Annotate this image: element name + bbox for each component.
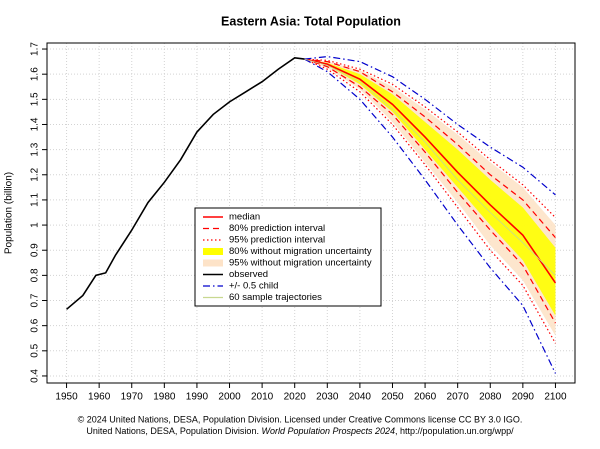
legend-label: 95% prediction interval (229, 235, 325, 246)
y-tick-label: 1.5 (30, 92, 41, 106)
x-tick-label: 2030 (316, 392, 339, 403)
plot-frame (46, 42, 576, 384)
y-tick-label: 0.6 (30, 318, 41, 332)
y-tick-label: 0.8 (30, 268, 41, 282)
y-tick-label: 0.7 (30, 293, 41, 307)
x-tick-label: 2050 (381, 392, 404, 403)
x-tick-label: 2080 (479, 392, 502, 403)
legend-label: 80% without migration uncertainty (229, 246, 372, 257)
x-tick-label: 1990 (186, 392, 209, 403)
legend-box (194, 207, 382, 307)
y-tick-label: 0.4 (30, 369, 41, 383)
x-tick-label: 1980 (153, 392, 176, 403)
y-tick-label: 1.3 (30, 142, 41, 156)
x-tick-label: 2000 (218, 392, 241, 403)
x-tick-label: 1960 (88, 392, 111, 403)
series-line (304, 58, 557, 284)
series-line (304, 58, 556, 276)
x-tick-label: 2070 (447, 392, 470, 403)
x-tick-label: 1950 (55, 392, 78, 403)
source-note: United Nations, DESA, Population Divisio… (86, 426, 514, 436)
x-tick-label: 2060 (414, 392, 437, 403)
x-tick-label: 2010 (251, 392, 274, 403)
y-tick-label: 0.5 (30, 343, 41, 357)
y-tick-label: 1 (30, 222, 41, 228)
source-note: © 2024 United Nations, DESA, Population … (78, 414, 523, 424)
legend-label: observed (229, 269, 268, 280)
y-tick-label: 1.1 (30, 193, 41, 207)
series-line (304, 58, 556, 374)
source-part: World Population Prospects 2024 (261, 426, 395, 436)
source-part: United Nations, DESA, Population Divisio… (86, 426, 261, 436)
series-line (66, 57, 305, 310)
series-line (304, 58, 556, 324)
chart-title: Eastern Asia: Total Population (221, 14, 401, 28)
y-axis-label: Population (billion) (4, 172, 15, 254)
legend-label: 95% without migration uncertainty (229, 258, 372, 269)
y-tick-label: 1.6 (30, 67, 41, 81)
x-tick-label: 2100 (544, 392, 567, 403)
legend-label: median (229, 212, 260, 223)
y-tick-label: 1.4 (30, 117, 41, 131)
y-tick-label: 1.7 (30, 42, 41, 56)
x-tick-label: 1970 (121, 392, 144, 403)
series-line (304, 58, 556, 218)
x-tick-label: 2090 (512, 392, 535, 403)
source-part: , http://population.un.org/wpp/ (395, 426, 514, 436)
series-line (304, 55, 556, 196)
y-tick-label: 0.9 (30, 243, 41, 257)
legend-label: 80% prediction interval (229, 223, 325, 234)
x-tick-label: 2040 (349, 392, 372, 403)
x-tick-label: 2020 (284, 392, 307, 403)
y-tick-label: 1.2 (30, 167, 41, 181)
legend-label: 60 sample trajectories (229, 292, 322, 303)
legend-label: +/- 0.5 child (229, 281, 278, 292)
series-line (304, 58, 556, 239)
